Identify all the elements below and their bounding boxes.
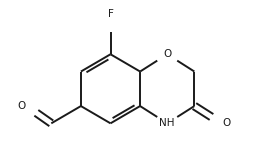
Text: O: O — [163, 49, 171, 59]
Text: NH: NH — [159, 118, 175, 128]
Text: O: O — [223, 118, 231, 128]
Text: O: O — [17, 101, 25, 111]
Text: F: F — [108, 8, 114, 18]
